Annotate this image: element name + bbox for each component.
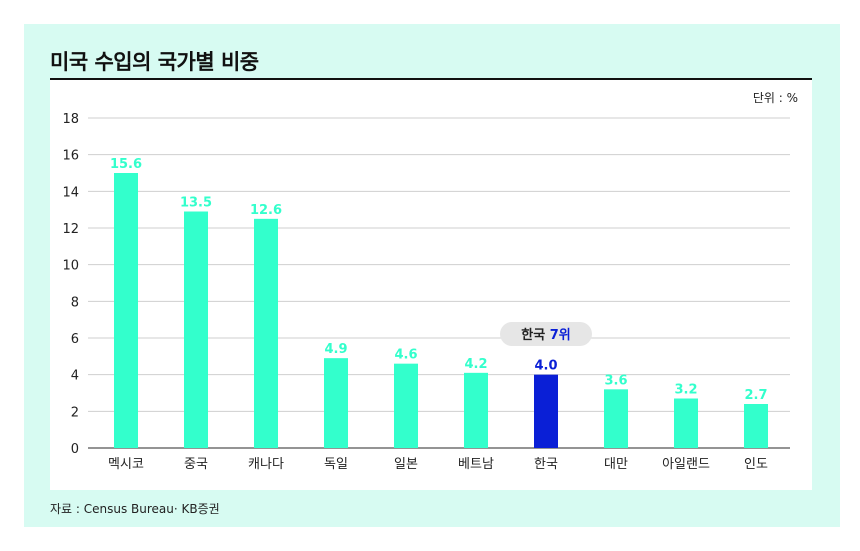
y-tick-label: 10 — [62, 259, 79, 274]
value-label: 15.6 — [110, 157, 142, 172]
callout-prefix: 한국 — [521, 327, 549, 343]
bar — [674, 398, 698, 448]
y-tick-label: 4 — [71, 369, 79, 384]
bar — [744, 404, 768, 448]
y-tick-label: 6 — [71, 332, 79, 347]
category-label: 중국 — [184, 457, 208, 472]
y-tick-label: 18 — [62, 112, 79, 127]
title-rule — [50, 78, 812, 80]
category-label: 한국 — [534, 457, 558, 472]
bar — [394, 363, 418, 448]
callout-text: 한국 7위 — [521, 327, 570, 343]
category-label: 아일랜드 — [662, 457, 710, 472]
value-label: 13.5 — [180, 196, 212, 211]
bars — [114, 173, 768, 448]
y-tick-label: 0 — [71, 442, 79, 457]
unit-label: 단위 : % — [752, 91, 798, 105]
category-label: 멕시코 — [108, 457, 144, 472]
bar — [324, 358, 348, 448]
value-label: 3.2 — [674, 383, 697, 398]
callout-badge: 한국 7위 — [500, 322, 592, 346]
y-tick-label: 12 — [62, 222, 79, 237]
category-label: 대만 — [604, 457, 628, 472]
category-label: 베트남 — [458, 457, 494, 472]
value-label: 2.7 — [744, 388, 767, 403]
callout-rank: 7위 — [550, 328, 571, 343]
category-label: 독일 — [324, 457, 348, 472]
y-axis-ticks: 0 2 4 6 8 10 12 14 16 18 — [62, 112, 79, 457]
category-labels: 멕시코 중국 캐나다 독일 일본 베트남 한국 대만 아일랜드 인도 — [108, 457, 768, 472]
value-labels: 15.6 13.5 12.6 4.9 4.6 4.2 4.0 3.6 3.2 2.7 — [110, 157, 768, 403]
bar — [114, 173, 138, 448]
y-tick-label: 8 — [71, 295, 79, 310]
bar — [184, 211, 208, 448]
category-label: 캐나다 — [248, 457, 284, 472]
category-label: 인도 — [744, 457, 768, 472]
y-tick-label: 2 — [71, 405, 79, 420]
bar — [254, 218, 278, 448]
value-label: 4.6 — [394, 348, 417, 363]
value-label: 4.0 — [534, 359, 557, 374]
y-tick-label: 16 — [62, 149, 79, 164]
y-tick-label: 14 — [62, 185, 79, 200]
bar — [604, 389, 628, 448]
value-label: 4.9 — [324, 342, 347, 357]
source-note: 자료 : Census Bureau· KB증권 — [50, 502, 220, 516]
category-label: 일본 — [394, 457, 418, 472]
value-label: 4.2 — [464, 357, 487, 372]
chart-title: 미국 수입의 국가별 비중 — [50, 50, 259, 74]
callout-background — [500, 322, 592, 346]
bar — [464, 372, 488, 448]
bar — [534, 374, 558, 448]
value-label: 3.6 — [604, 373, 627, 388]
value-label: 12.6 — [250, 203, 282, 218]
